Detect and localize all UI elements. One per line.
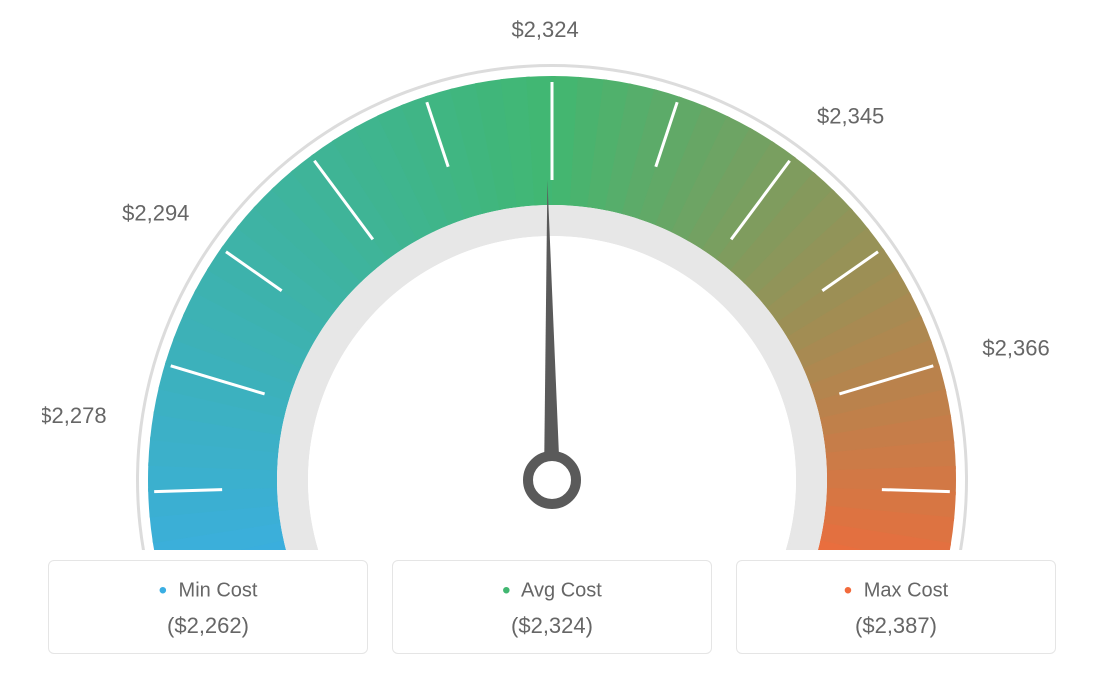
min-cost-value: ($2,262)	[49, 613, 367, 639]
avg-cost-label: Avg Cost	[521, 579, 602, 601]
svg-text:$2,366: $2,366	[982, 336, 1049, 361]
svg-text:$2,345: $2,345	[817, 103, 884, 128]
max-cost-value: ($2,387)	[737, 613, 1055, 639]
min-cost-label: Min Cost	[179, 579, 258, 601]
svg-text:$2,294: $2,294	[122, 200, 189, 225]
min-cost-title: • Min Cost	[49, 579, 367, 603]
dot-icon: •	[502, 577, 510, 604]
gauge-svg: $2,262$2,278$2,294$2,324$2,345$2,366$2,3…	[42, 10, 1062, 550]
summary-cards-row: • Min Cost ($2,262) • Avg Cost ($2,324) …	[40, 560, 1064, 654]
dot-icon: •	[159, 577, 167, 604]
dot-icon: •	[844, 577, 852, 604]
avg-cost-value: ($2,324)	[393, 613, 711, 639]
svg-text:$2,278: $2,278	[42, 403, 107, 428]
min-cost-card: • Min Cost ($2,262)	[48, 560, 368, 654]
avg-cost-title: • Avg Cost	[393, 579, 711, 603]
max-cost-card: • Max Cost ($2,387)	[736, 560, 1056, 654]
gauge-chart: $2,262$2,278$2,294$2,324$2,345$2,366$2,3…	[40, 10, 1064, 550]
svg-text:$2,324: $2,324	[511, 17, 578, 42]
max-cost-label: Max Cost	[864, 579, 948, 601]
max-cost-title: • Max Cost	[737, 579, 1055, 603]
avg-cost-card: • Avg Cost ($2,324)	[392, 560, 712, 654]
